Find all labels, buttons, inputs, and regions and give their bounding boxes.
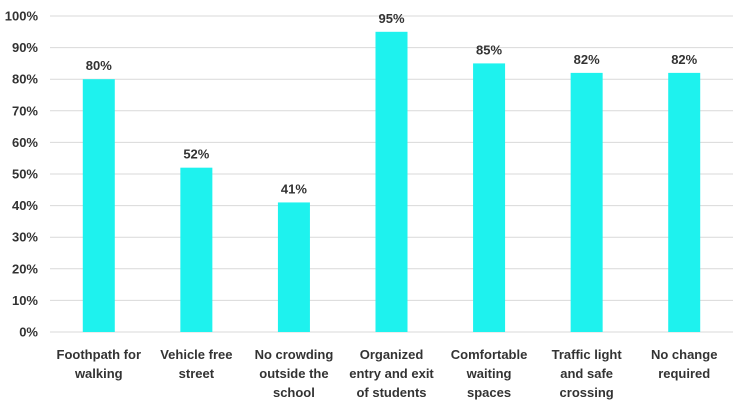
y-tick-label: 0%: [19, 325, 38, 340]
data-label-6: 82%: [574, 52, 600, 67]
data-label-5: 85%: [476, 42, 502, 57]
bar-4: [375, 31, 408, 333]
y-tick-label: 20%: [12, 261, 38, 276]
bar-1: [82, 79, 115, 332]
category-label-5: Comfortable waiting spaces: [451, 347, 528, 400]
bar-3: [277, 202, 310, 332]
data-label-7: 82%: [671, 52, 697, 67]
category-label-1: Foothpath for walking: [57, 347, 141, 381]
y-axis-ticks: 0% 10% 20% 30% 40% 50% 60% 70% 80% 90% 100%: [5, 9, 39, 340]
y-tick-label: 90%: [12, 40, 38, 55]
y-tick-label: 70%: [12, 103, 38, 118]
bar-5: [473, 63, 506, 333]
data-label-2: 52%: [183, 147, 209, 162]
y-tick-label: 10%: [12, 293, 38, 308]
x-axis-categories: Foothpath for walking Vehicle free street No…: [57, 347, 718, 400]
category-label-2: Vehicle free street: [160, 347, 232, 381]
category-label-3: No crowding outside the school: [255, 347, 334, 400]
data-label-4: 95%: [378, 11, 404, 26]
category-label-7: No change required: [651, 347, 717, 381]
y-tick-label: 50%: [12, 167, 38, 182]
bar-7: [668, 72, 701, 332]
y-tick-label: 60%: [12, 135, 38, 150]
bar-6: [570, 72, 603, 332]
y-tick-label: 30%: [12, 230, 38, 245]
category-label-4: Organized entry and exit of students: [349, 347, 434, 400]
data-label-1: 80%: [86, 58, 112, 73]
bar-2: [180, 167, 213, 332]
y-tick-label: 80%: [12, 72, 38, 87]
data-labels: 80% 52% 41% 95% 85% 82% 82%: [86, 11, 698, 197]
y-tick-label: 40%: [12, 198, 38, 213]
bars: [82, 31, 701, 333]
data-label-3: 41%: [281, 181, 307, 196]
category-label-6: Traffic light and safe crossing: [552, 347, 623, 400]
y-tick-label: 100%: [5, 9, 39, 24]
